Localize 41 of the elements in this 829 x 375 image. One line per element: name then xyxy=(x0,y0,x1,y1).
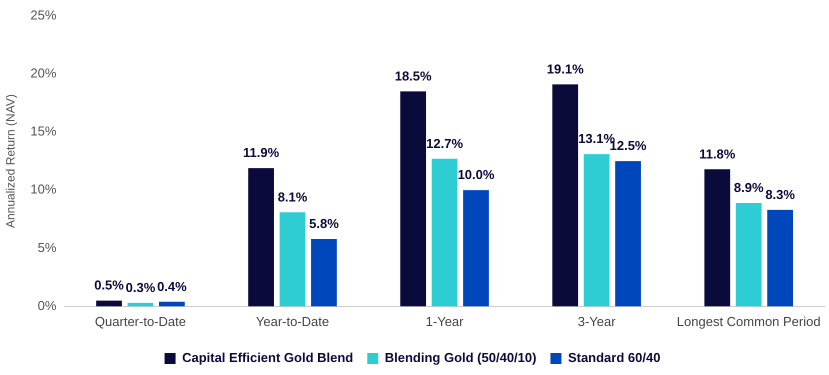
legend-label: Capital Efficient Gold Blend xyxy=(182,350,354,366)
x-tick-label: Year-to-Date xyxy=(256,314,330,329)
y-tick-label: 0% xyxy=(38,298,57,313)
legend-label: Standard 60/40 xyxy=(568,350,660,366)
x-tick-label: Quarter-to-Date xyxy=(94,314,186,329)
data-label: 8.9% xyxy=(734,180,764,196)
x-tick-label: 1-Year xyxy=(426,314,464,329)
bar xyxy=(432,158,458,306)
bar xyxy=(704,169,730,306)
data-label: 8.1% xyxy=(278,189,308,204)
x-tick-label: 3-Year xyxy=(578,314,616,329)
data-label: 0.5% xyxy=(94,278,124,293)
x-tick-label: Longest Common Period xyxy=(676,314,821,329)
legend-label: Blending Gold (50/40/10) xyxy=(384,350,536,366)
bar xyxy=(736,202,762,306)
y-axis-title: Annualized Return (NAV) xyxy=(4,94,18,228)
data-label: 8.3% xyxy=(765,187,796,202)
bar xyxy=(96,300,122,306)
bar xyxy=(552,84,578,306)
data-label: 11.9% xyxy=(243,145,280,160)
y-tick-label: 10% xyxy=(30,182,57,197)
data-label: 12.7% xyxy=(426,136,464,151)
y-tick-label: 15% xyxy=(30,124,57,139)
bar xyxy=(584,154,610,306)
bar xyxy=(248,168,274,306)
bar xyxy=(280,212,306,306)
y-tick-label: 5% xyxy=(38,240,57,255)
bar xyxy=(400,91,426,306)
data-label: 10.0% xyxy=(458,167,495,182)
data-label: 18.5% xyxy=(394,68,432,84)
data-label: 11.8% xyxy=(699,146,736,162)
data-label: 5.8% xyxy=(309,216,340,232)
data-label: 19.1% xyxy=(546,61,584,76)
data-label: 0.4% xyxy=(157,278,188,294)
data-label: 0.3% xyxy=(126,280,156,295)
bar xyxy=(767,210,794,306)
bar xyxy=(463,190,489,306)
bar xyxy=(311,238,337,306)
y-tick-label: 25% xyxy=(30,7,57,22)
bar xyxy=(615,161,641,306)
y-tick-label: 20% xyxy=(30,66,57,80)
